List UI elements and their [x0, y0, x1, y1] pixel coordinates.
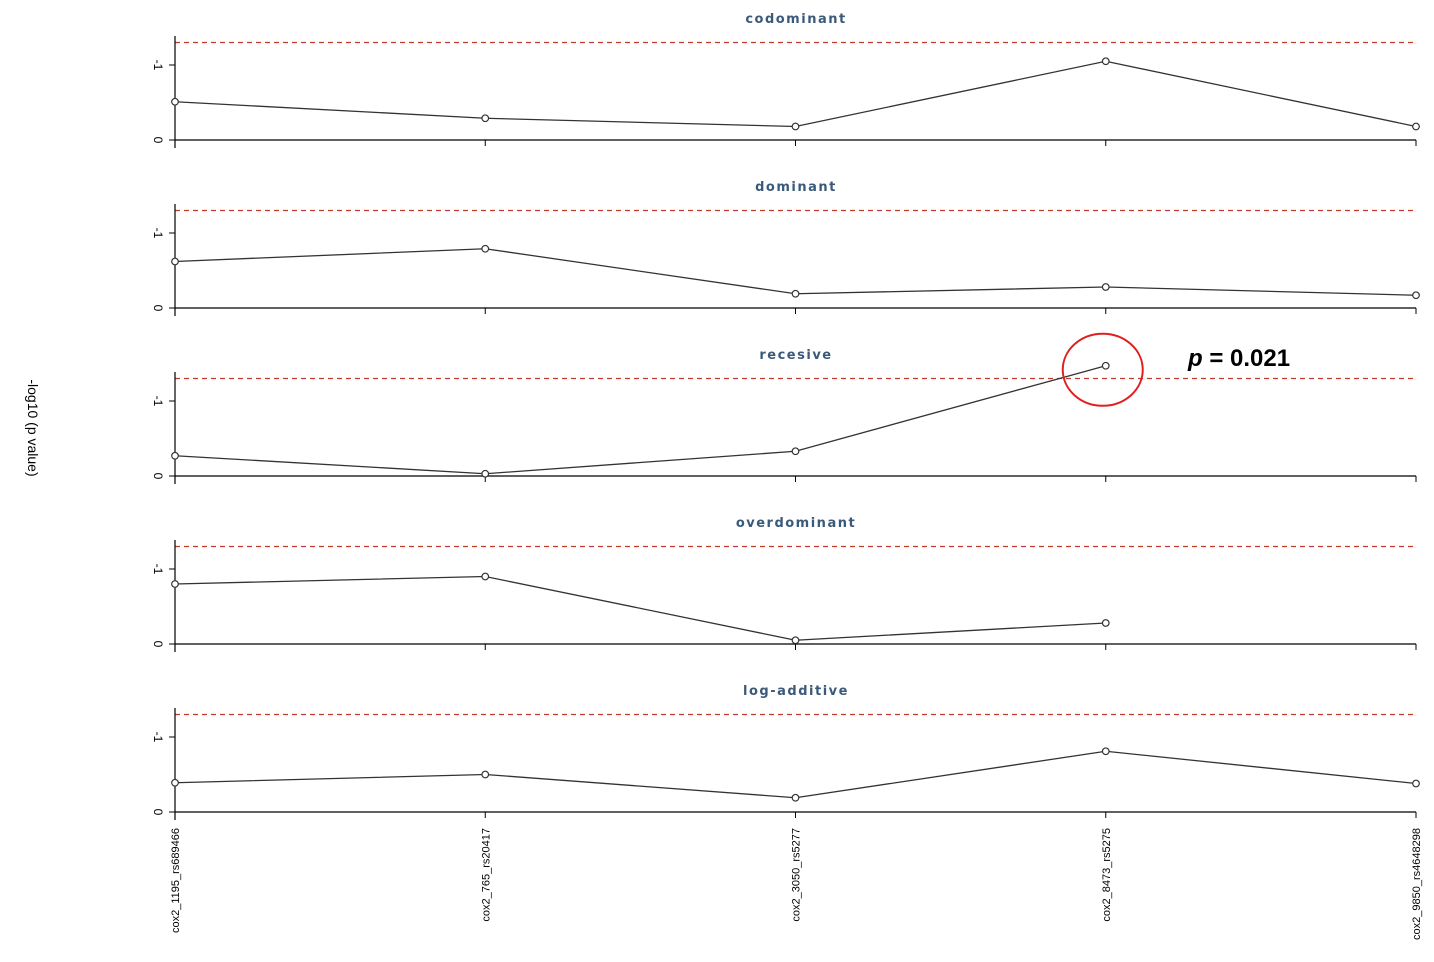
panel-title-codominant: codominant: [745, 12, 846, 27]
data-point-overdominant-1: [481, 572, 490, 581]
x-tick-label: cox2_1195_rs689466: [170, 828, 182, 933]
x-tick-label: cox2_765_rs20417: [480, 828, 492, 922]
data-point-recesive-1: [481, 469, 490, 478]
panel-title-recesive: recesive: [759, 348, 832, 363]
data-point-dominant-0: [171, 257, 179, 266]
data-point-dominant-2: [791, 289, 800, 298]
y-tick-label: -1: [151, 396, 165, 407]
data-point-dominant-3: [1101, 283, 1110, 291]
data-point-log-additive-0: [171, 778, 179, 787]
series-line-recesive: [174, 365, 1106, 475]
panel-title-dominant: dominant: [755, 180, 837, 195]
data-point-log-additive-2: [791, 793, 800, 802]
data-point-overdominant-2: [791, 636, 800, 645]
data-point-codominant-1: [481, 114, 490, 123]
y-tick-label: -1: [151, 60, 165, 71]
panel-title-overdominant: overdominant: [736, 516, 856, 531]
y-tick-label: 0: [151, 137, 165, 144]
y-tick-label: -1: [151, 732, 165, 743]
p-value-text: = 0.021: [1203, 345, 1290, 372]
series-line-overdominant: [174, 575, 1106, 641]
highlight-circle: [1061, 332, 1144, 407]
series-line-dominant: [174, 248, 1417, 296]
data-point-codominant-2: [791, 122, 800, 131]
data-point-codominant-0: [171, 97, 179, 106]
y-tick-label: -1: [151, 564, 165, 575]
y-tick-label: 0: [151, 473, 165, 480]
data-point-codominant-4: [1412, 122, 1420, 131]
data-point-overdominant-3: [1101, 619, 1110, 627]
p-value-annotation: p = 0.021: [1187, 345, 1290, 372]
data-point-codominant-3: [1101, 57, 1110, 66]
y-tick-label: 0: [151, 641, 165, 648]
x-tick-label: cox2_8473_rs5275: [1101, 828, 1113, 922]
data-point-recesive-3: [1101, 361, 1110, 370]
data-point-dominant-1: [481, 244, 490, 253]
y-tick-label: 0: [151, 809, 165, 816]
data-point-log-additive-1: [481, 770, 490, 779]
data-point-log-additive-3: [1101, 747, 1110, 756]
series-line-codominant: [174, 60, 1417, 128]
data-point-dominant-4: [1412, 291, 1420, 300]
series-line-log-additive: [174, 750, 1417, 799]
data-point-recesive-0: [171, 451, 179, 460]
p-symbol: p: [1187, 345, 1203, 372]
y-tick-label: -1: [151, 228, 165, 239]
x-tick-label: cox2_3050_rs5277: [791, 828, 803, 922]
data-point-recesive-2: [791, 447, 800, 456]
data-point-overdominant-0: [171, 580, 179, 588]
data-point-log-additive-4: [1412, 779, 1420, 788]
y-tick-label: 0: [151, 305, 165, 312]
panel-title-log-additive: log-additive: [743, 684, 849, 699]
x-tick-label: cox2_9850_rs4648298: [1411, 828, 1423, 940]
y-axis-label: -log10 (p value): [25, 379, 41, 476]
